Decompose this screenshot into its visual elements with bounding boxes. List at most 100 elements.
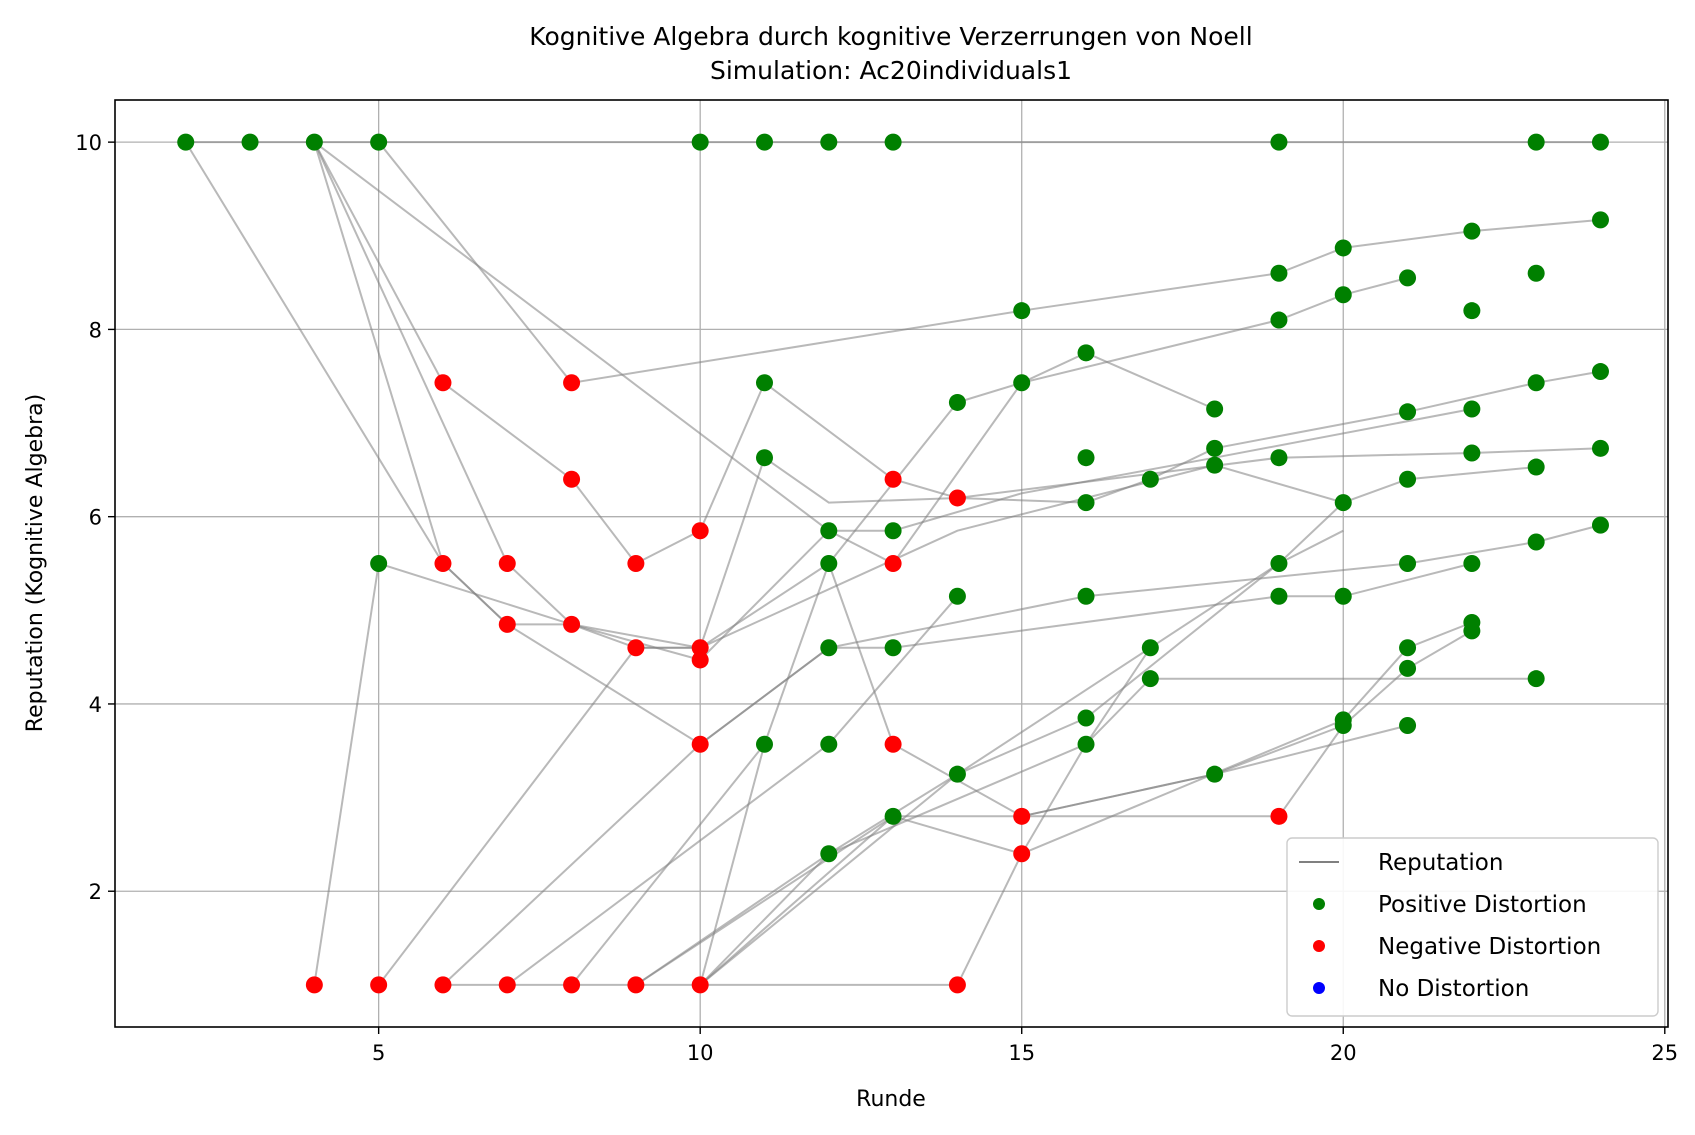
positive-distortion-point: [1077, 709, 1095, 727]
negative-distortion-point: [884, 470, 902, 488]
chart-subtitle: Simulation: Ac20individuals1: [710, 56, 1072, 85]
y-tick-label: 8: [89, 318, 102, 342]
positive-distortion-point: [1527, 133, 1545, 151]
negative-distortion-point: [563, 976, 581, 994]
positive-distortion-point: [1591, 439, 1609, 457]
negative-distortion-point: [563, 470, 581, 488]
positive-distortion-point: [1591, 363, 1609, 381]
positive-distortion-point: [1463, 302, 1481, 320]
reputation-series-line: [377, 276, 1408, 986]
distortion-points: [177, 133, 1609, 994]
positive-distortion-point: [1334, 494, 1352, 512]
positive-distortion-point: [1206, 439, 1224, 457]
legend-label: Positive Distortion: [1378, 892, 1587, 918]
positive-distortion-point: [1206, 400, 1224, 418]
negative-distortion-point: [1270, 807, 1288, 825]
positive-distortion-point: [1270, 587, 1288, 605]
positive-distortion-point: [370, 133, 388, 151]
reputation-series-line: [570, 743, 766, 986]
plot-frame: [114, 99, 1669, 1028]
positive-distortion-point: [1399, 269, 1417, 287]
positive-distortion-point: [1077, 587, 1095, 605]
reputation-series-line: [313, 141, 1473, 532]
positive-distortion-point: [948, 587, 966, 605]
negative-distortion-point: [884, 555, 902, 572]
positive-distortion-point: [1399, 470, 1417, 488]
positive-distortion-point: [1399, 403, 1417, 421]
positive-distortion-point: [1270, 555, 1288, 572]
positive-distortion-point: [1463, 400, 1481, 418]
positive-distortion-point: [1141, 639, 1159, 657]
positive-distortion-point: [691, 133, 709, 151]
axis-ticks: 5 10 15 20 25 2 4 6 8 10: [75, 131, 1678, 1065]
positive-distortion-point: [1399, 555, 1417, 572]
x-tick-label: 25: [1651, 1041, 1678, 1065]
positive-distortion-point: [370, 555, 388, 572]
positive-distortion-point: [884, 639, 902, 657]
negative-distortion-point: [691, 639, 709, 657]
positive-distortion-point: [1334, 286, 1352, 304]
positive-distortion-point: [1527, 264, 1545, 282]
negative-distortion-point: [434, 374, 452, 392]
positive-distortion-point: [884, 522, 902, 540]
legend-label: Negative Distortion: [1378, 934, 1601, 960]
positive-distortion-point: [820, 133, 838, 151]
positive-distortion-point: [1591, 211, 1609, 229]
negative-distortion-point: [948, 976, 966, 994]
positive-distortion-point: [884, 807, 902, 825]
positive-distortion-point: [755, 449, 773, 467]
negative-distortion-point: [948, 489, 966, 507]
positive-distortion-point: [1591, 516, 1609, 534]
positive-distortion-point: [755, 374, 773, 392]
positive-distortion-point: [1077, 494, 1095, 512]
negative-distortion-point: [691, 976, 709, 994]
positive-distortion-point: [305, 133, 323, 151]
positive-distortion-point: [884, 133, 902, 151]
positive-distortion-point: [1334, 587, 1352, 605]
legend-dot-marker: [1313, 940, 1325, 952]
y-axis-label: Reputation (Kognitive Algebra): [23, 394, 48, 732]
negative-distortion-point: [691, 522, 709, 540]
positive-distortion-point: [1077, 449, 1095, 467]
negative-distortion-point: [434, 976, 452, 994]
negative-distortion-point: [691, 651, 709, 669]
chart-title: Kognitive Algebra durch kognitive Verzer…: [529, 22, 1252, 51]
positive-distortion-point: [1013, 302, 1031, 320]
positive-distortion-point: [1463, 444, 1481, 462]
positive-distortion-point: [177, 133, 195, 151]
positive-distortion-point: [1463, 622, 1481, 640]
positive-distortion-point: [755, 735, 773, 753]
x-tick-label: 10: [687, 1041, 714, 1065]
negative-distortion-point: [1013, 807, 1031, 825]
negative-distortion-point: [563, 615, 581, 633]
positive-distortion-point: [1206, 456, 1224, 474]
reputation-series-line: [313, 141, 1216, 662]
x-tick-label: 15: [1008, 1041, 1035, 1065]
positive-distortion-point: [948, 393, 966, 411]
positive-distortion-point: [1399, 716, 1417, 734]
negative-distortion-point: [627, 639, 645, 657]
positive-distortion-point: [820, 639, 838, 657]
legend-dot-marker: [1313, 898, 1325, 910]
legend-box: [1286, 837, 1659, 1017]
positive-distortion-point: [1206, 765, 1224, 783]
positive-distortion-point: [820, 845, 838, 863]
negative-distortion-point: [884, 735, 902, 753]
positive-distortion-point: [1399, 639, 1417, 657]
positive-distortion-point: [1591, 133, 1609, 151]
negative-distortion-point: [434, 555, 452, 572]
positive-distortion-point: [948, 765, 966, 783]
reputation-series-line: [699, 630, 1473, 986]
negative-distortion-point: [498, 555, 516, 572]
y-tick-label: 10: [75, 131, 102, 155]
positive-distortion-point: [1141, 470, 1159, 488]
positive-distortion-point: [1399, 659, 1417, 677]
reputation-series-line: [313, 464, 1537, 986]
x-tick-label: 20: [1330, 1041, 1357, 1065]
positive-distortion-point: [1013, 374, 1031, 392]
x-axis-label: Runde: [856, 1087, 926, 1112]
negative-distortion-point: [563, 374, 581, 392]
positive-distortion-point: [241, 133, 259, 151]
